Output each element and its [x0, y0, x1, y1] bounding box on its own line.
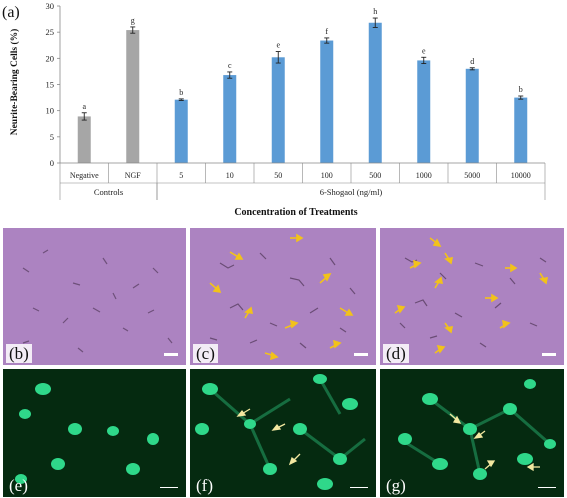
- micrograph-panel-c: (c): [190, 228, 376, 365]
- bar-NGF: [126, 30, 140, 163]
- scale-bar: [164, 353, 178, 356]
- scale-bar: [538, 487, 556, 488]
- significance-letter: e: [276, 41, 280, 50]
- x-tick-label: 5: [179, 171, 183, 180]
- significance-letter: b: [519, 85, 523, 94]
- x-axis-title: Concentration of Treatments: [234, 207, 357, 218]
- panel-label-d: (d): [383, 344, 409, 363]
- x-tick-label: 5000: [464, 171, 480, 180]
- significance-letter: e: [422, 46, 426, 55]
- brightfield-image: [380, 228, 564, 365]
- significance-letter: a: [82, 102, 86, 111]
- bar-50: [271, 57, 285, 163]
- bar-5000: [465, 68, 479, 163]
- y-tick-label: 20: [46, 53, 55, 63]
- panel-label-g: (g): [386, 476, 406, 495]
- bar-500: [368, 22, 382, 163]
- x-tick-label: 100: [321, 171, 333, 180]
- x-tick-label: NGF: [125, 171, 142, 180]
- significance-letter: b: [179, 88, 183, 97]
- scale-bar: [350, 487, 368, 488]
- y-axis-title: Neurite-Bearing Cells (%): [9, 29, 20, 136]
- y-tick-label: 25: [46, 27, 55, 37]
- bar-chart: (a) Neurite-Bearing Cells (%) Concentrat…: [2, 1, 546, 218]
- significance-letter: h: [373, 7, 377, 16]
- significance-letter: g: [131, 16, 135, 25]
- bar-100: [320, 40, 334, 163]
- x-tick-label: 10000: [511, 171, 531, 180]
- micrograph-panel-e: (e): [3, 369, 186, 497]
- significance-letter: c: [228, 61, 232, 70]
- y-tick-label: 30: [46, 1, 55, 11]
- x-tick-label: 500: [369, 171, 381, 180]
- brightfield-image: [3, 228, 186, 365]
- y-tick-label: 15: [46, 80, 55, 90]
- x-tick-label: 1000: [416, 171, 432, 180]
- x-tick-label: 10: [226, 171, 234, 180]
- fluorescence-image: [3, 369, 186, 497]
- panel-label-b: (b): [6, 344, 32, 363]
- significance-letter: d: [470, 57, 474, 66]
- scale-bar: [160, 487, 178, 488]
- brightfield-image: [190, 228, 376, 365]
- micrograph-panel-g: (g): [380, 369, 564, 497]
- x-tick-label: 50: [274, 171, 282, 180]
- bar-10000: [514, 97, 528, 163]
- fluorescence-image: [190, 369, 376, 497]
- micrograph-panel-f: (f): [190, 369, 376, 497]
- significance-letter: f: [325, 27, 328, 36]
- bar-Negative: [77, 116, 91, 163]
- y-tick-label: 0: [50, 158, 54, 168]
- chart-panel-label: (a): [2, 4, 20, 21]
- y-tick-label: 10: [46, 106, 55, 116]
- x-tick-label: Negative: [70, 171, 99, 180]
- panel-label-e: (e): [9, 476, 28, 495]
- scale-bar: [354, 353, 368, 356]
- fluorescence-image: [380, 369, 564, 497]
- micrograph-panel-d: (d): [380, 228, 564, 365]
- micrograph-panel-b: (b): [3, 228, 186, 365]
- bar-10: [223, 75, 237, 163]
- bar-5: [174, 99, 188, 163]
- panel-label-c: (c): [193, 344, 218, 363]
- bar-1000: [417, 60, 431, 163]
- scale-bar: [542, 353, 556, 356]
- panel-label-f: (f): [196, 476, 213, 495]
- y-tick-label: 5: [50, 132, 54, 142]
- group-label: 6-Shogaol (ng/ml): [320, 187, 383, 197]
- group-label: Controls: [94, 187, 123, 197]
